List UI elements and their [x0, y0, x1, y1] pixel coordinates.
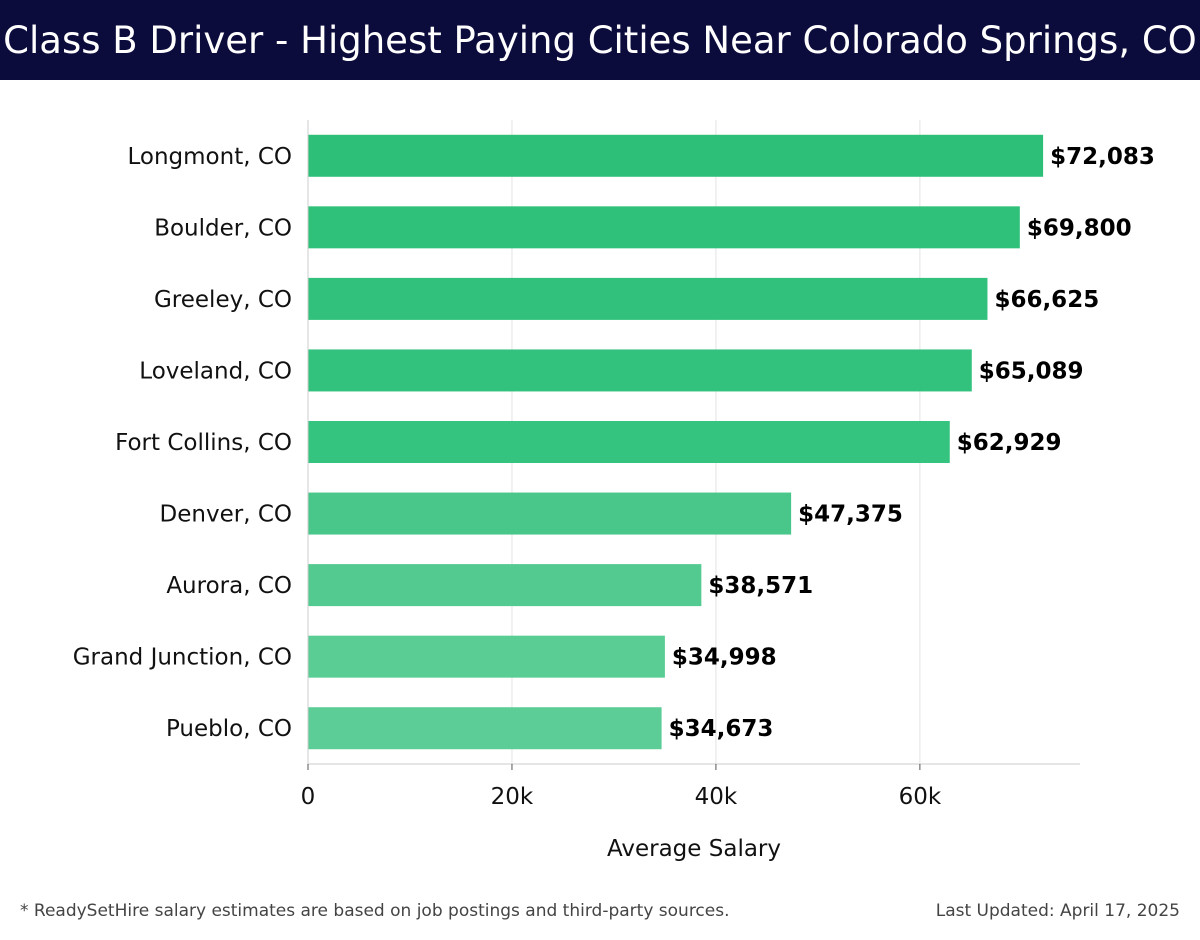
value-label-6: $38,571 [708, 573, 813, 599]
x-axis-title: Average Salary [607, 836, 781, 862]
footer-updated: Last Updated: April 17, 2025 [935, 901, 1180, 921]
value-label-7: $34,998 [672, 645, 777, 671]
bar-5 [308, 492, 792, 535]
bar-0 [308, 134, 1044, 177]
bar-6 [308, 564, 702, 607]
category-label-3: Loveland, CO [139, 358, 292, 384]
value-label-2: $66,625 [994, 287, 1099, 313]
category-label-5: Denver, CO [160, 502, 292, 528]
category-label-2: Greeley, CO [154, 287, 292, 313]
x-tick-label-3: 60k [899, 784, 942, 810]
x-tick-label-0: 0 [301, 784, 316, 810]
category-label-4: Fort Collins, CO [115, 430, 292, 456]
value-label-0: $72,083 [1050, 144, 1155, 170]
bar-7 [308, 635, 665, 678]
bar-2 [308, 277, 988, 320]
x-tick-label-1: 20k [491, 784, 534, 810]
category-label-0: Longmont, CO [127, 144, 292, 170]
chart-title: Class B Driver - Highest Paying Cities N… [3, 18, 1197, 62]
value-label-1: $69,800 [1027, 215, 1132, 241]
category-label-7: Grand Junction, CO [73, 645, 292, 671]
bar-4 [308, 421, 950, 463]
bar-3 [308, 349, 972, 392]
labels-layer: $72,083 Longmont, CO $69,800 Boulder, CO $66… [73, 144, 1155, 742]
axis-layer: 0 20k 40k 60k Average Salary [301, 120, 1080, 862]
value-label-5: $47,375 [798, 502, 903, 528]
category-label-6: Aurora, CO [166, 573, 292, 599]
bar-1 [308, 206, 1020, 249]
bars-layer [308, 134, 1044, 750]
category-label-8: Pueblo, CO [166, 716, 292, 742]
value-label-3: $65,089 [979, 358, 1084, 384]
footer-note: * ReadySetHire salary estimates are base… [20, 901, 730, 921]
category-label-1: Boulder, CO [154, 215, 292, 241]
x-tick-label-2: 40k [695, 784, 738, 810]
value-label-4: $62,929 [957, 430, 1062, 456]
value-label-8: $34,673 [669, 716, 774, 742]
chart-header: Class B Driver - Highest Paying Cities N… [0, 0, 1200, 80]
bar-chart: $72,083 Longmont, CO $69,800 Boulder, CO $66… [73, 120, 1155, 862]
bar-8 [308, 707, 662, 750]
